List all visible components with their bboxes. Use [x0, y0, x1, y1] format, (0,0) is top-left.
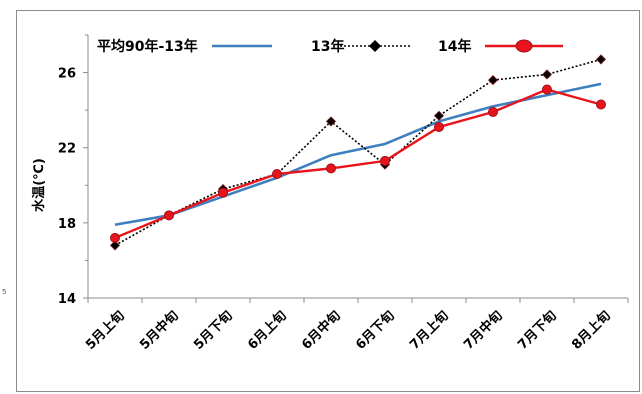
y-tick-label: 26 [58, 67, 76, 82]
legend-marker-circle [515, 39, 533, 53]
data-point-circle [380, 155, 390, 166]
y-tick-label: 14 [58, 292, 76, 307]
data-point-diamond [487, 75, 499, 86]
data-point-diamond [595, 54, 607, 65]
side-mark: 5 [2, 288, 7, 296]
axes: 14 18 22 26 5月上旬 5月中旬 5月下旬 6月上旬 6月中旬 6月下旬 7月上旬 7月中旬… [58, 34, 629, 353]
x-tick-label: 7月中旬 [461, 308, 506, 353]
y-axis-label: 水温(℃) [31, 158, 47, 212]
data-point-diamond [325, 116, 337, 127]
series-line [114, 82, 602, 227]
data-point-circle [434, 122, 444, 133]
data-point-diamond [433, 110, 445, 121]
data-point-circle [488, 107, 498, 118]
data-point-circle [218, 187, 228, 198]
y-tick-label: 22 [58, 142, 76, 157]
series-line [114, 58, 602, 247]
x-tick-label: 6月下旬 [353, 308, 398, 353]
data-point-circle [272, 169, 282, 180]
data-point-circle [326, 163, 336, 174]
data-point-circle [110, 232, 120, 243]
chart-frame [16, 10, 640, 392]
x-tick-label: 5月上旬 [83, 308, 128, 353]
x-tick-label: 7月下旬 [515, 308, 560, 353]
legend-label: 平均90年-13年 [97, 38, 198, 55]
data-point-circle [596, 99, 606, 110]
data-point-circle [542, 84, 552, 95]
legend-label: 14年 [438, 38, 471, 55]
data-point-circle [164, 210, 174, 221]
y-tick-label: 18 [58, 217, 76, 232]
x-tick-label: 6月中旬 [299, 308, 344, 353]
x-tick-label: 6月上旬 [245, 308, 290, 353]
x-tick-label: 5月下旬 [191, 308, 236, 353]
data-point-diamond [109, 240, 121, 251]
legend-label: 13年 [311, 38, 344, 55]
data-point-diamond [541, 69, 553, 80]
x-tick-label: 8月上旬 [569, 308, 614, 353]
series-layer [109, 54, 607, 251]
x-tick-label: 7月上旬 [407, 308, 452, 353]
x-tick-label: 5月中旬 [137, 308, 182, 353]
legend: 平均90年-13年 13年 14年 [97, 38, 563, 55]
legend-marker-diamond [369, 40, 381, 52]
series-line [114, 88, 602, 239]
